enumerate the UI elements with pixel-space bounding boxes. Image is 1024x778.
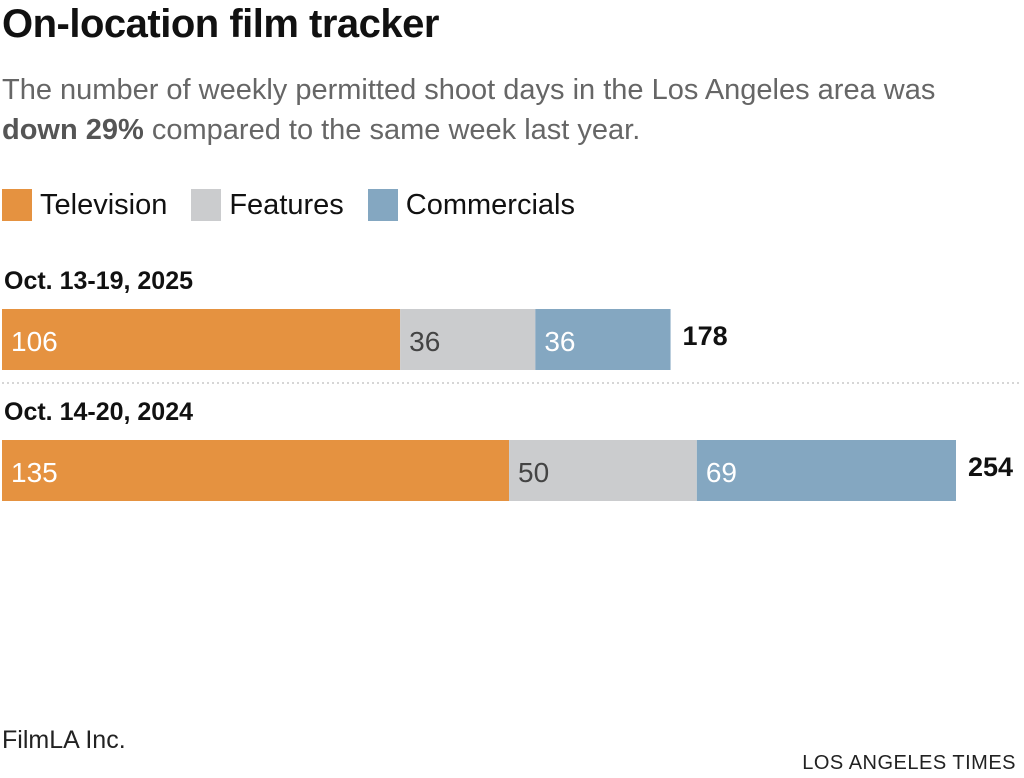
- legend-swatch-features: [191, 189, 222, 221]
- bar-segment: [535, 309, 671, 370]
- chart-title: On-location film tracker: [2, 2, 439, 46]
- legend: Television Features Commercials: [2, 188, 599, 222]
- legend-item-features: Features: [191, 188, 344, 222]
- legend-label-television: Television: [40, 188, 168, 221]
- source-note: FilmLA Inc.: [2, 726, 126, 754]
- legend-swatch-commercials: [367, 189, 398, 221]
- bar-segment: [509, 440, 697, 501]
- legend-item-commercials: Commercials: [367, 188, 575, 222]
- legend-label-features: Features: [229, 188, 344, 221]
- chart-subtitle: The number of weekly permitted shoot day…: [2, 70, 1017, 150]
- bar-segment: [696, 440, 956, 501]
- data-label: 135: [11, 457, 58, 488]
- data-label: 50: [518, 457, 549, 488]
- category-label: Oct. 13-19, 2025: [4, 267, 193, 295]
- bar-segment: [2, 440, 510, 501]
- publisher-credit: LOS ANGELES TIMES: [802, 752, 1016, 774]
- data-label: 69: [706, 457, 737, 488]
- subtitle-text-end: compared to the same week last year.: [143, 114, 641, 146]
- stacked-bar-chart: Oct. 13-19, 2025 106 36 36 178 Oct. 14-20, 20…: [2, 267, 1022, 501]
- bar-segment: [400, 309, 536, 370]
- subtitle-text-start: The number of weekly permitted shoot day…: [2, 74, 936, 106]
- bar-segment: [2, 309, 401, 370]
- data-label: 106: [11, 326, 58, 357]
- subtitle-highlight: down 29%: [2, 114, 144, 146]
- data-label: 36: [544, 326, 575, 357]
- legend-label-commercials: Commercials: [405, 188, 575, 221]
- total-label: 254: [968, 452, 1013, 482]
- category-label: Oct. 14-20, 2024: [4, 398, 193, 426]
- legend-swatch-television: [2, 189, 32, 221]
- legend-item-television: Television: [2, 189, 167, 222]
- total-label: 178: [683, 321, 728, 351]
- data-label: 36: [409, 326, 440, 357]
